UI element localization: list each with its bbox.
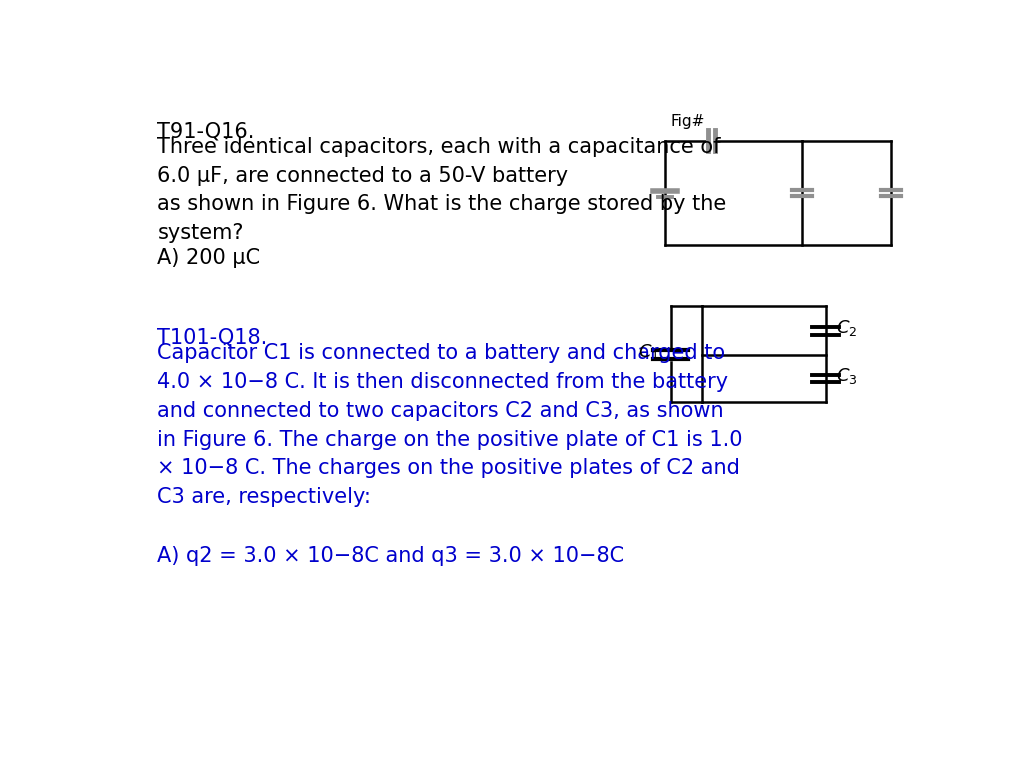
Text: $C_1$: $C_1$ <box>638 342 659 362</box>
Text: T101-Q18.: T101-Q18. <box>158 328 267 348</box>
Text: Capacitor C1 is connected to a battery and charged to
4.0 × 10−8 C. It is then d: Capacitor C1 is connected to a battery a… <box>158 343 743 507</box>
Text: $C_2$: $C_2$ <box>837 318 858 338</box>
Text: Three identical capacitors, each with a capacitance of
6.0 μF, are connected to : Three identical capacitors, each with a … <box>158 137 727 243</box>
Text: Fig#: Fig# <box>671 114 705 129</box>
Text: A) q2 = 3.0 × 10−8C and q3 = 3.0 × 10−8C: A) q2 = 3.0 × 10−8C and q3 = 3.0 × 10−8C <box>158 547 625 567</box>
Text: $C_3$: $C_3$ <box>837 366 858 386</box>
Text: A) 200 μC: A) 200 μC <box>158 249 260 269</box>
Text: T91-Q16.: T91-Q16. <box>158 121 255 141</box>
